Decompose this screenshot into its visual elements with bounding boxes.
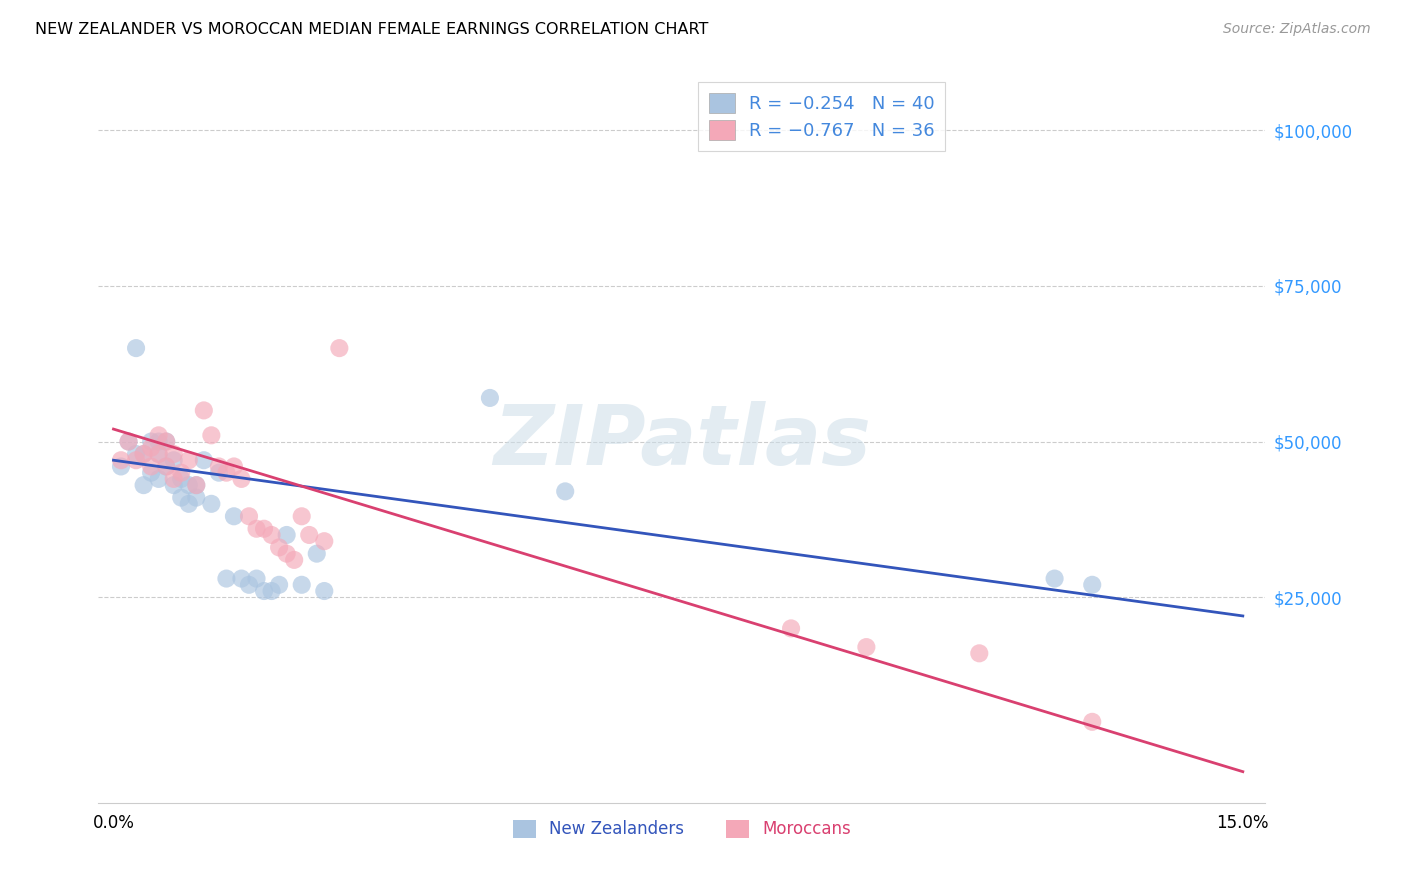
Point [253, 522, 276, 536]
Point [222, 509, 245, 524]
Point [132, 447, 155, 461]
Point [170, 466, 193, 480]
Point [155, 434, 177, 449]
Point [163, 453, 186, 467]
Point [110, 459, 132, 474]
Point [314, 534, 336, 549]
Point [260, 584, 283, 599]
Point [298, 528, 321, 542]
Point [193, 453, 215, 467]
Point [1043, 572, 1066, 586]
Point [132, 447, 155, 461]
Point [125, 447, 148, 461]
Text: NEW ZEALANDER VS MOROCCAN MEDIAN FEMALE EARNINGS CORRELATION CHART: NEW ZEALANDER VS MOROCCAN MEDIAN FEMALE … [35, 22, 709, 37]
Point [478, 391, 501, 405]
Point [125, 453, 148, 467]
Point [245, 522, 267, 536]
Point [200, 428, 222, 442]
Point [269, 541, 291, 555]
Point [177, 497, 200, 511]
Point [186, 478, 208, 492]
Point [148, 472, 170, 486]
Point [163, 472, 186, 486]
Point [139, 466, 162, 480]
Point [291, 509, 314, 524]
Point [193, 403, 215, 417]
Point [170, 491, 193, 505]
Point [269, 578, 291, 592]
Point [314, 584, 336, 599]
Point [117, 434, 139, 449]
Point [260, 528, 283, 542]
Point [238, 509, 260, 524]
Point [253, 584, 276, 599]
Text: Source: ZipAtlas.com: Source: ZipAtlas.com [1223, 22, 1371, 37]
Text: ZIPatlas: ZIPatlas [494, 401, 870, 482]
Point [170, 472, 193, 486]
Point [215, 466, 238, 480]
Point [148, 447, 170, 461]
Point [780, 621, 803, 635]
Point [148, 434, 170, 449]
Point [177, 453, 200, 467]
Point [148, 428, 170, 442]
Point [177, 478, 200, 492]
Point [969, 646, 991, 660]
Point [1081, 714, 1104, 729]
Point [245, 572, 267, 586]
Point [276, 528, 298, 542]
Point [305, 547, 328, 561]
Point [163, 447, 186, 461]
Point [163, 478, 186, 492]
Legend: New Zealanders, Moroccans: New Zealanders, Moroccans [506, 813, 858, 845]
Point [139, 459, 162, 474]
Point [139, 441, 162, 455]
Point [276, 547, 298, 561]
Point [200, 497, 222, 511]
Point [186, 491, 208, 505]
Point [1081, 578, 1104, 592]
Point [238, 578, 260, 592]
Point [215, 572, 238, 586]
Point [328, 341, 350, 355]
Point [208, 466, 231, 480]
Point [291, 578, 314, 592]
Point [855, 640, 877, 654]
Point [554, 484, 576, 499]
Point [132, 478, 155, 492]
Point [186, 478, 208, 492]
Point [155, 434, 177, 449]
Point [110, 453, 132, 467]
Point [155, 459, 177, 474]
Point [231, 472, 253, 486]
Point [208, 459, 231, 474]
Point [148, 447, 170, 461]
Point [222, 459, 245, 474]
Point [139, 434, 162, 449]
Point [155, 459, 177, 474]
Point [231, 572, 253, 586]
Point [125, 341, 148, 355]
Point [283, 553, 305, 567]
Point [117, 434, 139, 449]
